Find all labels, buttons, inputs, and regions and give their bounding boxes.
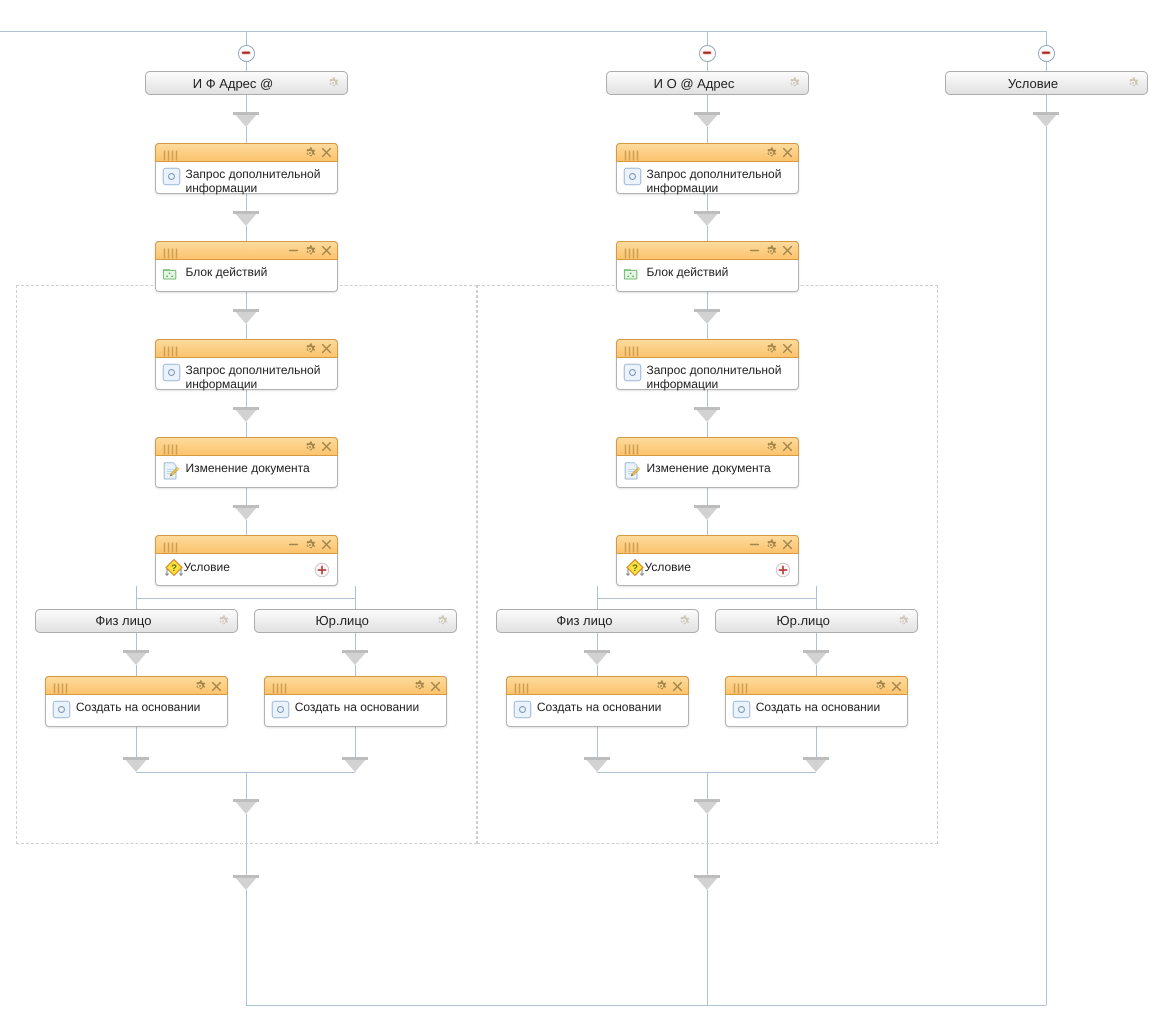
svg-text:?: ? bbox=[632, 563, 638, 574]
svg-text:?: ? bbox=[171, 563, 177, 574]
